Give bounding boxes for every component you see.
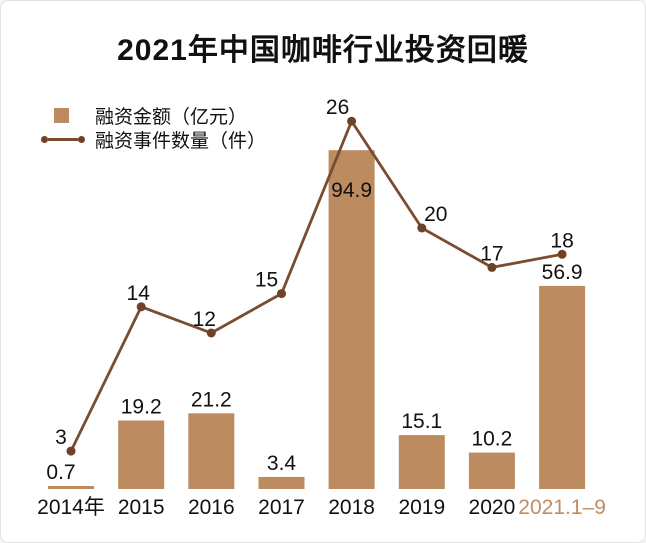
line-point-2014年: [66, 446, 76, 456]
legend: 融资金额（亿元） 融资事件数量（件）: [41, 103, 267, 152]
line-marker-segment-icon: [48, 137, 78, 141]
bar-value-label: 10.2: [471, 428, 512, 451]
line-point-2015: [136, 302, 146, 312]
x-tick-label-2016: 2016: [188, 496, 235, 519]
bar-2020: [468, 452, 515, 489]
line-value-label: 12: [193, 308, 216, 331]
x-tick-label-2017: 2017: [258, 496, 305, 519]
legend-item-bar: 融资金额（亿元）: [41, 103, 266, 128]
bar-value-label: 21.2: [191, 388, 232, 411]
bar-2019: [398, 435, 445, 489]
x-tick-label-2019: 2019: [398, 496, 445, 519]
x-tick-label-2020: 2020: [469, 496, 516, 519]
x-tick-label-2018: 2018: [328, 496, 375, 519]
bar-2015: [118, 420, 165, 489]
line-marker-dot-icon: [41, 135, 48, 143]
x-tick-label-2021.1–9: 2021.1–9: [518, 496, 606, 519]
line-point-2021.1–9: [557, 249, 567, 259]
line-value-label: 14: [127, 282, 151, 305]
line-marker-dot-icon: [78, 135, 85, 143]
bar-value-label: 94.9: [331, 179, 372, 202]
line-value-label: 15: [255, 269, 278, 292]
legend-line-label: 融资事件数量（件）: [95, 130, 267, 152]
bar-value-label: 3.4: [267, 452, 297, 475]
line-value-label: 3: [55, 426, 67, 449]
bar-2016: [188, 413, 235, 489]
bar-swatch-icon: [54, 107, 69, 123]
bar-2018: [328, 150, 375, 489]
bar-value-label: 56.9: [542, 261, 583, 284]
bar-value-label: 19.2: [121, 396, 162, 419]
line-value-label: 17: [480, 242, 503, 265]
bar-value-label: 0.7: [46, 461, 75, 484]
bar-value-label: 15.1: [401, 410, 442, 433]
x-tick-label-2015: 2015: [118, 496, 165, 519]
bar-2017: [258, 476, 305, 489]
legend-item-line: 融资事件数量（件）: [41, 127, 267, 152]
line-point-2019: [417, 223, 427, 233]
x-tick-label-2014年: 2014年: [37, 496, 105, 519]
line-series: [69, 118, 563, 452]
line-value-label: 20: [424, 203, 447, 226]
line-value-label: 18: [550, 229, 573, 252]
line-marker-icon: [41, 135, 85, 143]
bar-2014年: [48, 486, 94, 489]
bar-2021.1–9: [539, 285, 586, 489]
line-point-2020: [487, 262, 497, 272]
line-point-2017: [277, 289, 286, 299]
line-point-2016: [206, 328, 216, 338]
legend-bar-label: 融资金额（亿元）: [95, 106, 248, 128]
line-point-2018: [347, 116, 357, 126]
line-value-label: 26: [326, 96, 349, 119]
chart-title: 2021年中国咖啡行业投资回暖: [117, 34, 529, 67]
